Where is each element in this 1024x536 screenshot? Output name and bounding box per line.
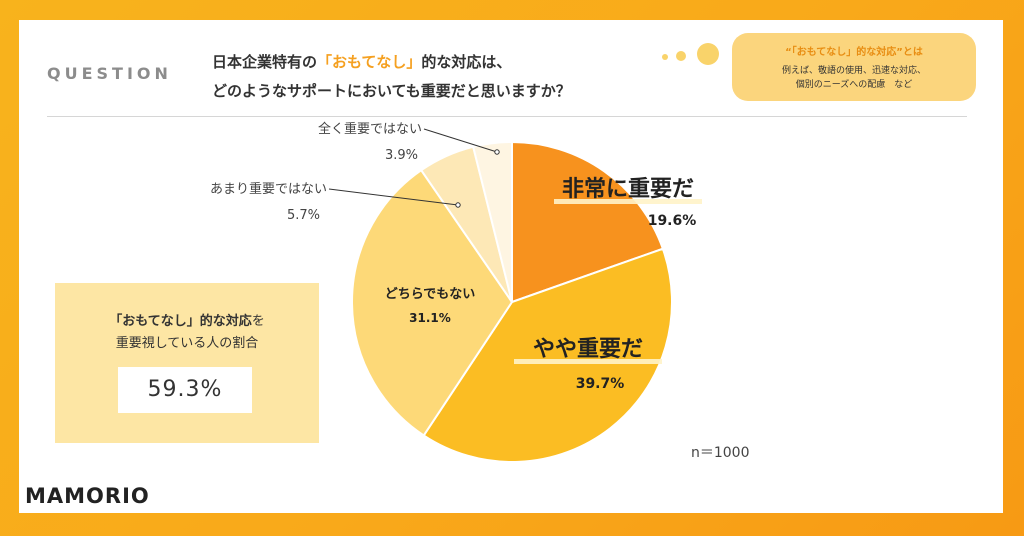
note-body-line-1: 例えば、敬語の使用、迅速な対応、 — [781, 66, 926, 76]
label-highlight-0 — [554, 199, 702, 204]
summary-label: 「おもてなし」的な対応を 重要視している人の割合 — [55, 311, 319, 355]
summary-value: 59.3% — [118, 367, 252, 413]
brand-logo: MAMORIO — [25, 484, 150, 508]
decor-dot-large — [697, 43, 719, 65]
summary-label-bold: 「おもてなし」的な対応 — [109, 314, 252, 329]
callout-dot-4 — [494, 149, 500, 155]
summary-label-line-2: 重要視している人の割合 — [115, 336, 259, 351]
slice-value-2: 31.1% — [409, 311, 451, 325]
note-title: “「おもてなし」的な対応”とは — [785, 47, 923, 58]
slice-value-0: 19.6% — [648, 213, 697, 229]
slice-label-4: 全く重要ではない — [318, 121, 422, 137]
slice-value-3: 5.7% — [287, 208, 320, 223]
callout-line-3 — [328, 188, 459, 206]
label-highlight-1 — [514, 359, 662, 364]
callout-dot-3 — [455, 202, 461, 208]
question-line-1: 日本企業特有の「おもてなし」的な対応は、 — [212, 48, 652, 77]
slice-label-0: 非常に重要だ — [562, 176, 694, 202]
pie-slice-1 — [422, 247, 673, 463]
header-divider — [47, 116, 967, 117]
question-line-1-pre: 日本企業特有の — [212, 53, 318, 71]
slice-label-3: あまり重要ではない — [210, 181, 327, 197]
slice-value-4: 3.9% — [385, 148, 418, 163]
question-highlight: 「おもてなし」 — [317, 53, 422, 71]
sample-size: n＝1000 — [691, 445, 750, 461]
summary-label-line-1: 「おもてなし」的な対応を — [55, 311, 319, 333]
pie-slice-2 — [351, 168, 514, 437]
question-line-1-post: 的な対応は、 — [421, 53, 512, 71]
callout-line-4 — [423, 128, 498, 153]
note-body: 例えば、敬語の使用、迅速な対応、 個別のニーズへの配慮 など — [732, 64, 976, 92]
decor-dot-small — [662, 54, 668, 60]
slice-label-2: どちらでもない — [385, 287, 476, 302]
slice-label-1: やや重要だ — [533, 337, 643, 362]
definition-note: “「おもてなし」的な対応”とは 例えば、敬語の使用、迅速な対応、 個別のニーズへ… — [732, 33, 976, 101]
summary-label-suffix: を — [251, 314, 265, 329]
decor-dot-medium — [676, 51, 686, 61]
question-line-2: どのようなサポートにおいても重要だと思いますか？ — [212, 82, 571, 100]
question-label: QUESTION — [47, 64, 172, 83]
slice-value-1: 39.7% — [576, 376, 625, 392]
pie-slice-4 — [471, 140, 513, 303]
note-body-line-2: 個別のニーズへの配慮 など — [795, 80, 913, 90]
question-text: 日本企業特有の「おもてなし」的な対応は、 どのようなサポートにおいても重要だと思… — [212, 48, 652, 106]
summary-panel: 「おもてなし」的な対応を 重要視している人の割合 59.3% — [55, 283, 319, 443]
